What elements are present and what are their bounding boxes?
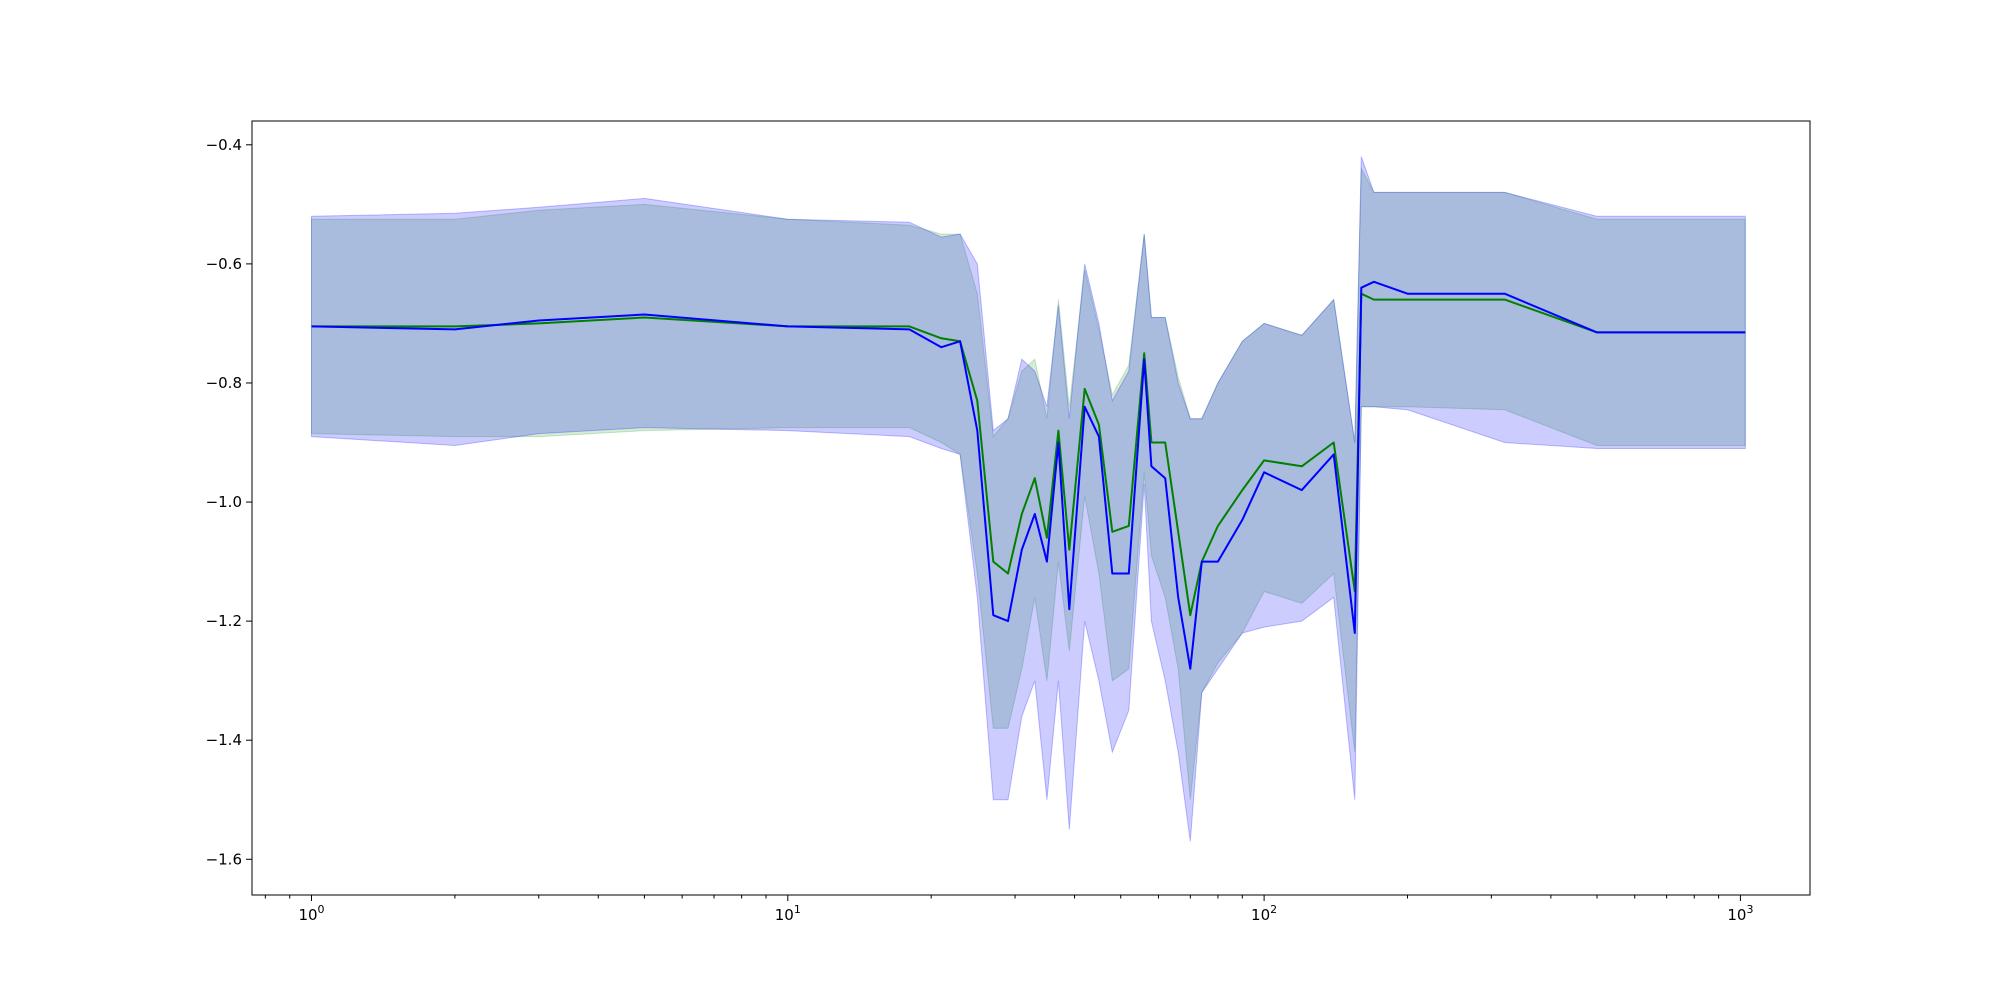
- y-tick-label: −1.0: [206, 493, 242, 511]
- series-2-band: [311, 156, 1746, 842]
- y-axis: −1.6 −1.4 −1.2 −1.0 −0.8 −0.6 −0.4: [206, 136, 252, 868]
- y-tick-label: −1.6: [206, 850, 242, 868]
- y-tick-label: −0.6: [206, 255, 242, 273]
- confidence-bands: [311, 156, 1746, 842]
- y-tick-label: −1.2: [206, 612, 242, 630]
- series-1-line: [311, 292, 1746, 617]
- series-1-band: [311, 166, 1746, 800]
- y-tick-label: −1.4: [206, 731, 242, 749]
- y-tick-label: −0.8: [206, 374, 242, 392]
- series-2-line: [311, 280, 1746, 670]
- y-tick-label: −0.4: [206, 136, 242, 154]
- series-lines: [311, 280, 1746, 670]
- plot-frame: [251, 120, 1811, 896]
